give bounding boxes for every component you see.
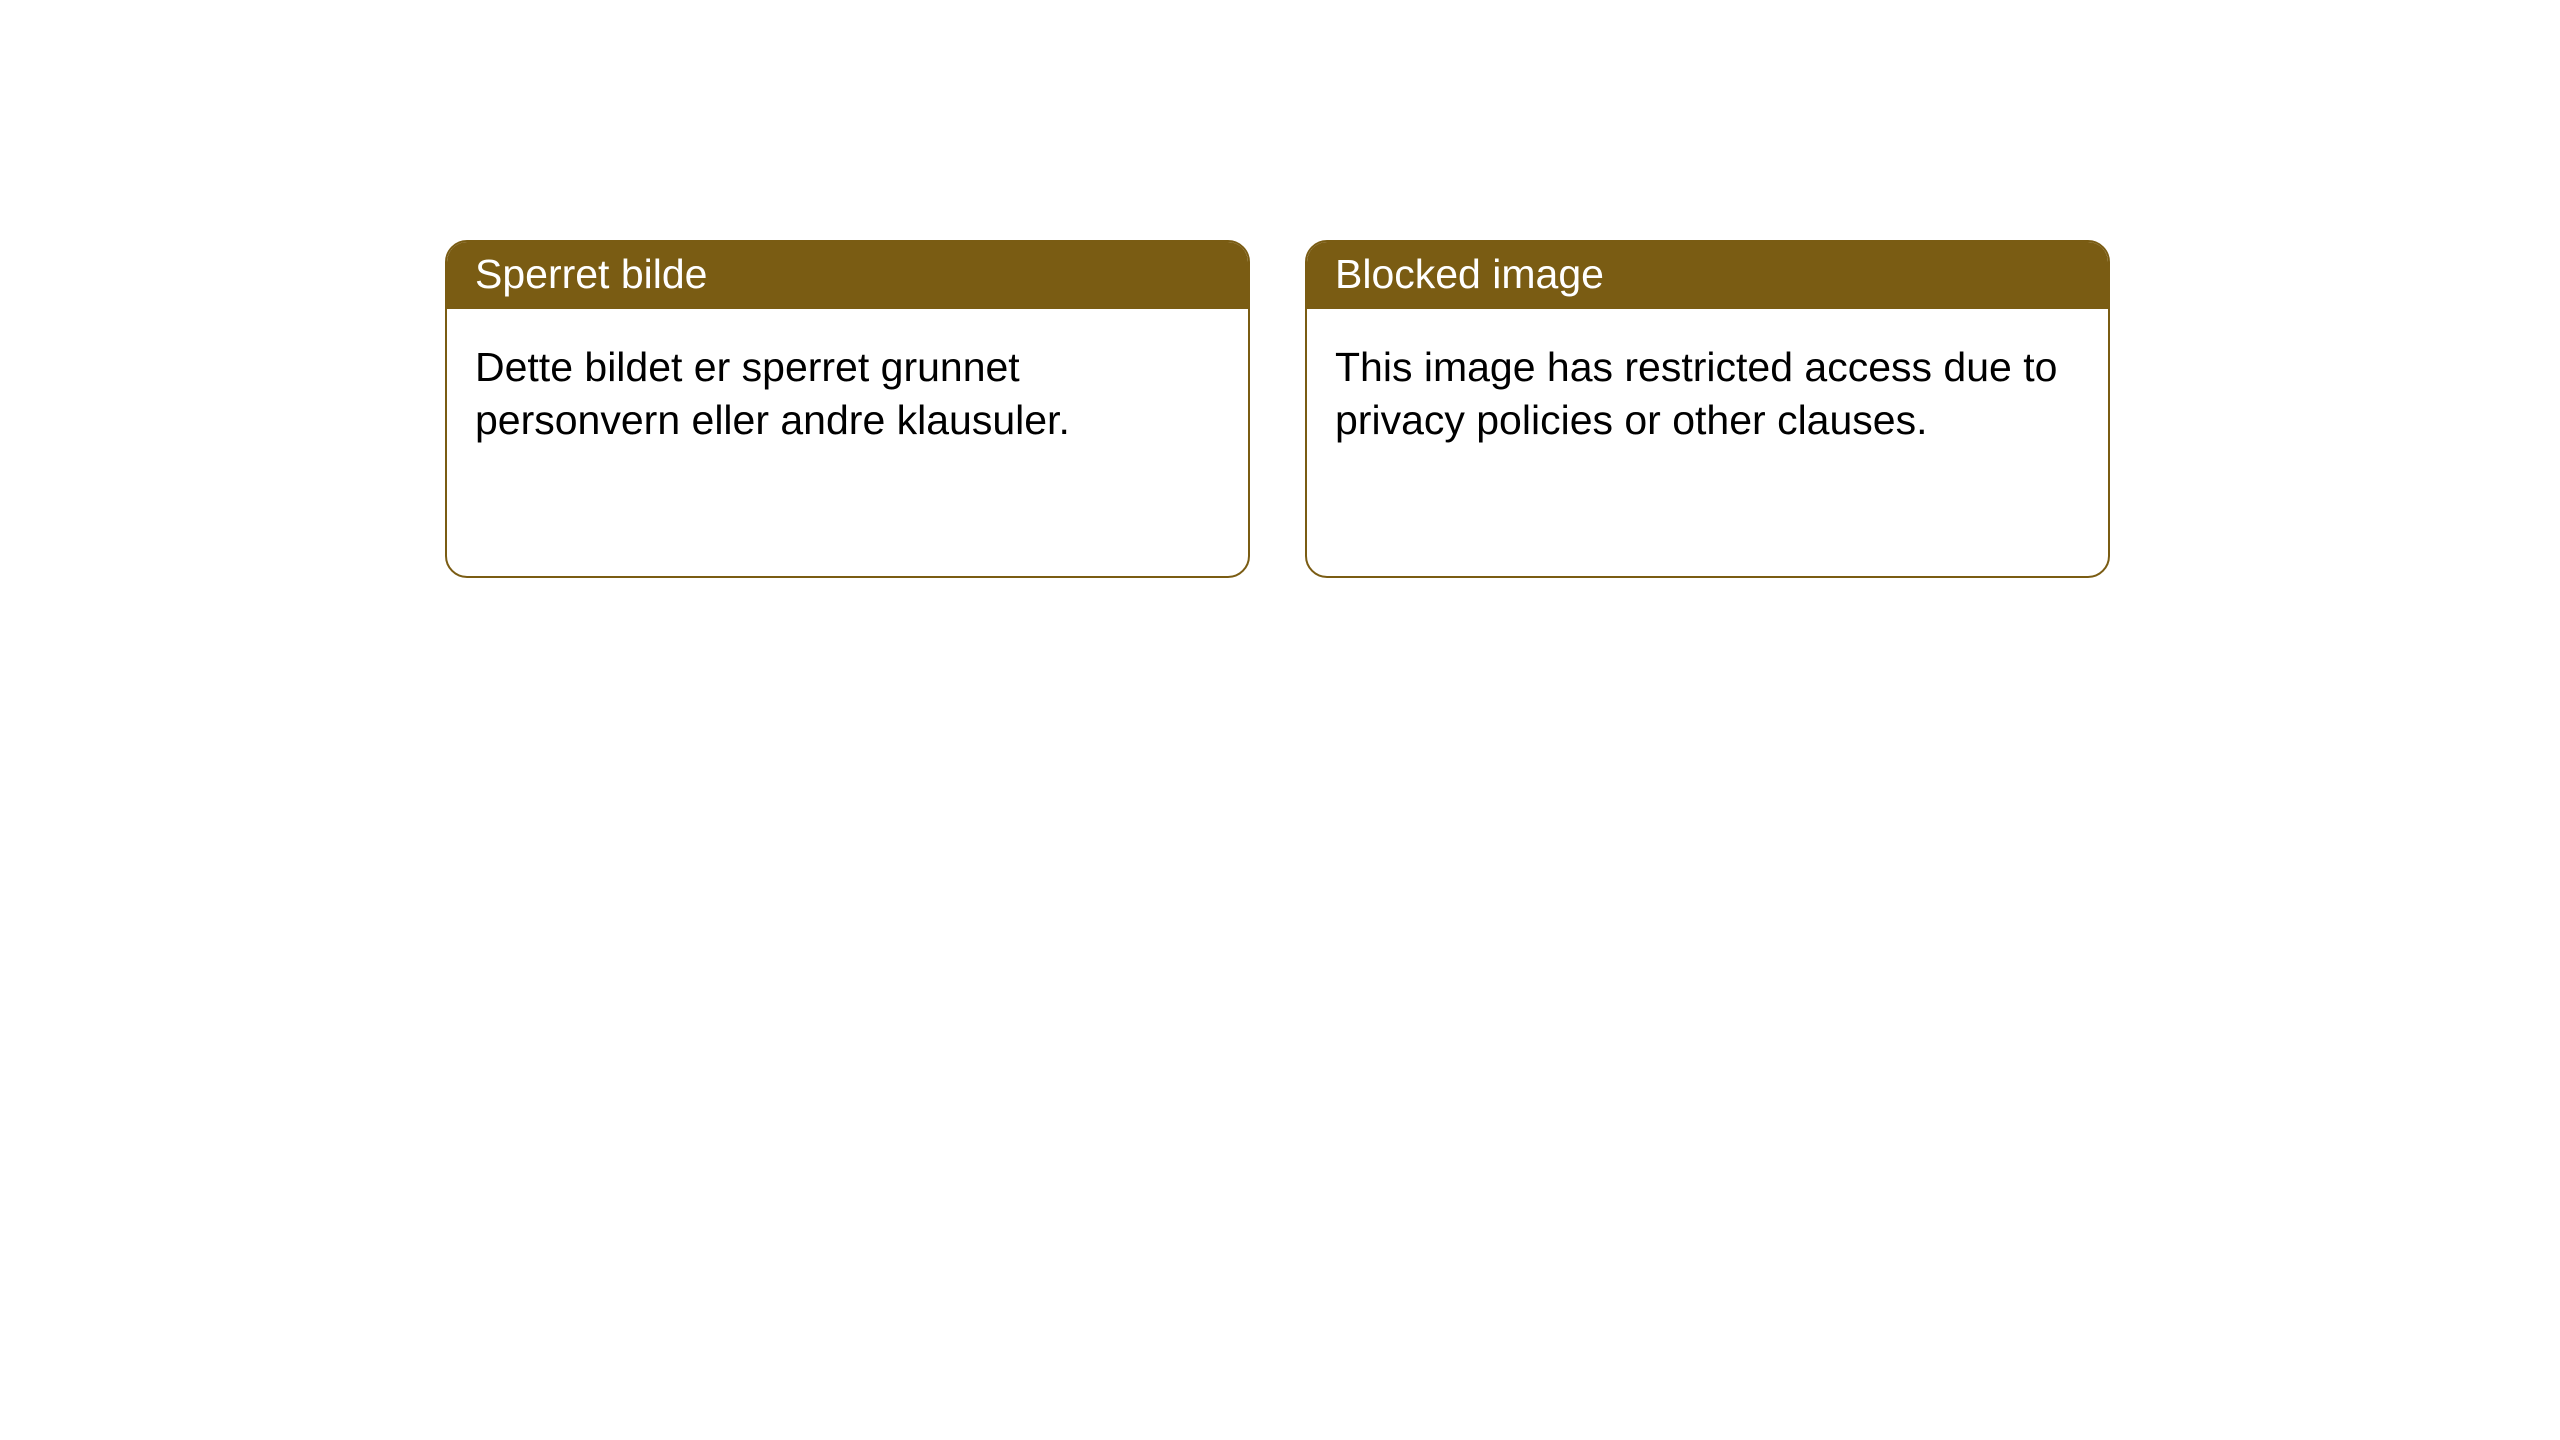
card-header-english: Blocked image	[1307, 242, 2108, 309]
notice-cards-container: Sperret bilde Dette bildet er sperret gr…	[0, 0, 2560, 578]
notice-card-english: Blocked image This image has restricted …	[1305, 240, 2110, 578]
card-body-english: This image has restricted access due to …	[1307, 309, 2108, 478]
notice-card-norwegian: Sperret bilde Dette bildet er sperret gr…	[445, 240, 1250, 578]
card-header-norwegian: Sperret bilde	[447, 242, 1248, 309]
card-body-norwegian: Dette bildet er sperret grunnet personve…	[447, 309, 1248, 478]
